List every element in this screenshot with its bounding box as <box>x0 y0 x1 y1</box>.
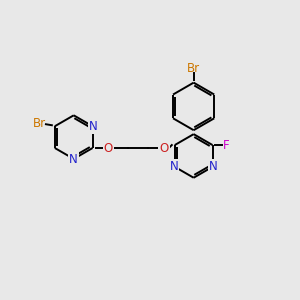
Text: Br: Br <box>32 117 46 130</box>
Text: N: N <box>209 160 218 173</box>
Text: N: N <box>169 160 178 173</box>
Text: N: N <box>69 153 78 167</box>
Text: N: N <box>89 120 98 133</box>
Text: O: O <box>159 142 169 154</box>
Text: O: O <box>104 142 113 154</box>
Text: Br: Br <box>187 62 200 75</box>
Text: F: F <box>223 139 230 152</box>
